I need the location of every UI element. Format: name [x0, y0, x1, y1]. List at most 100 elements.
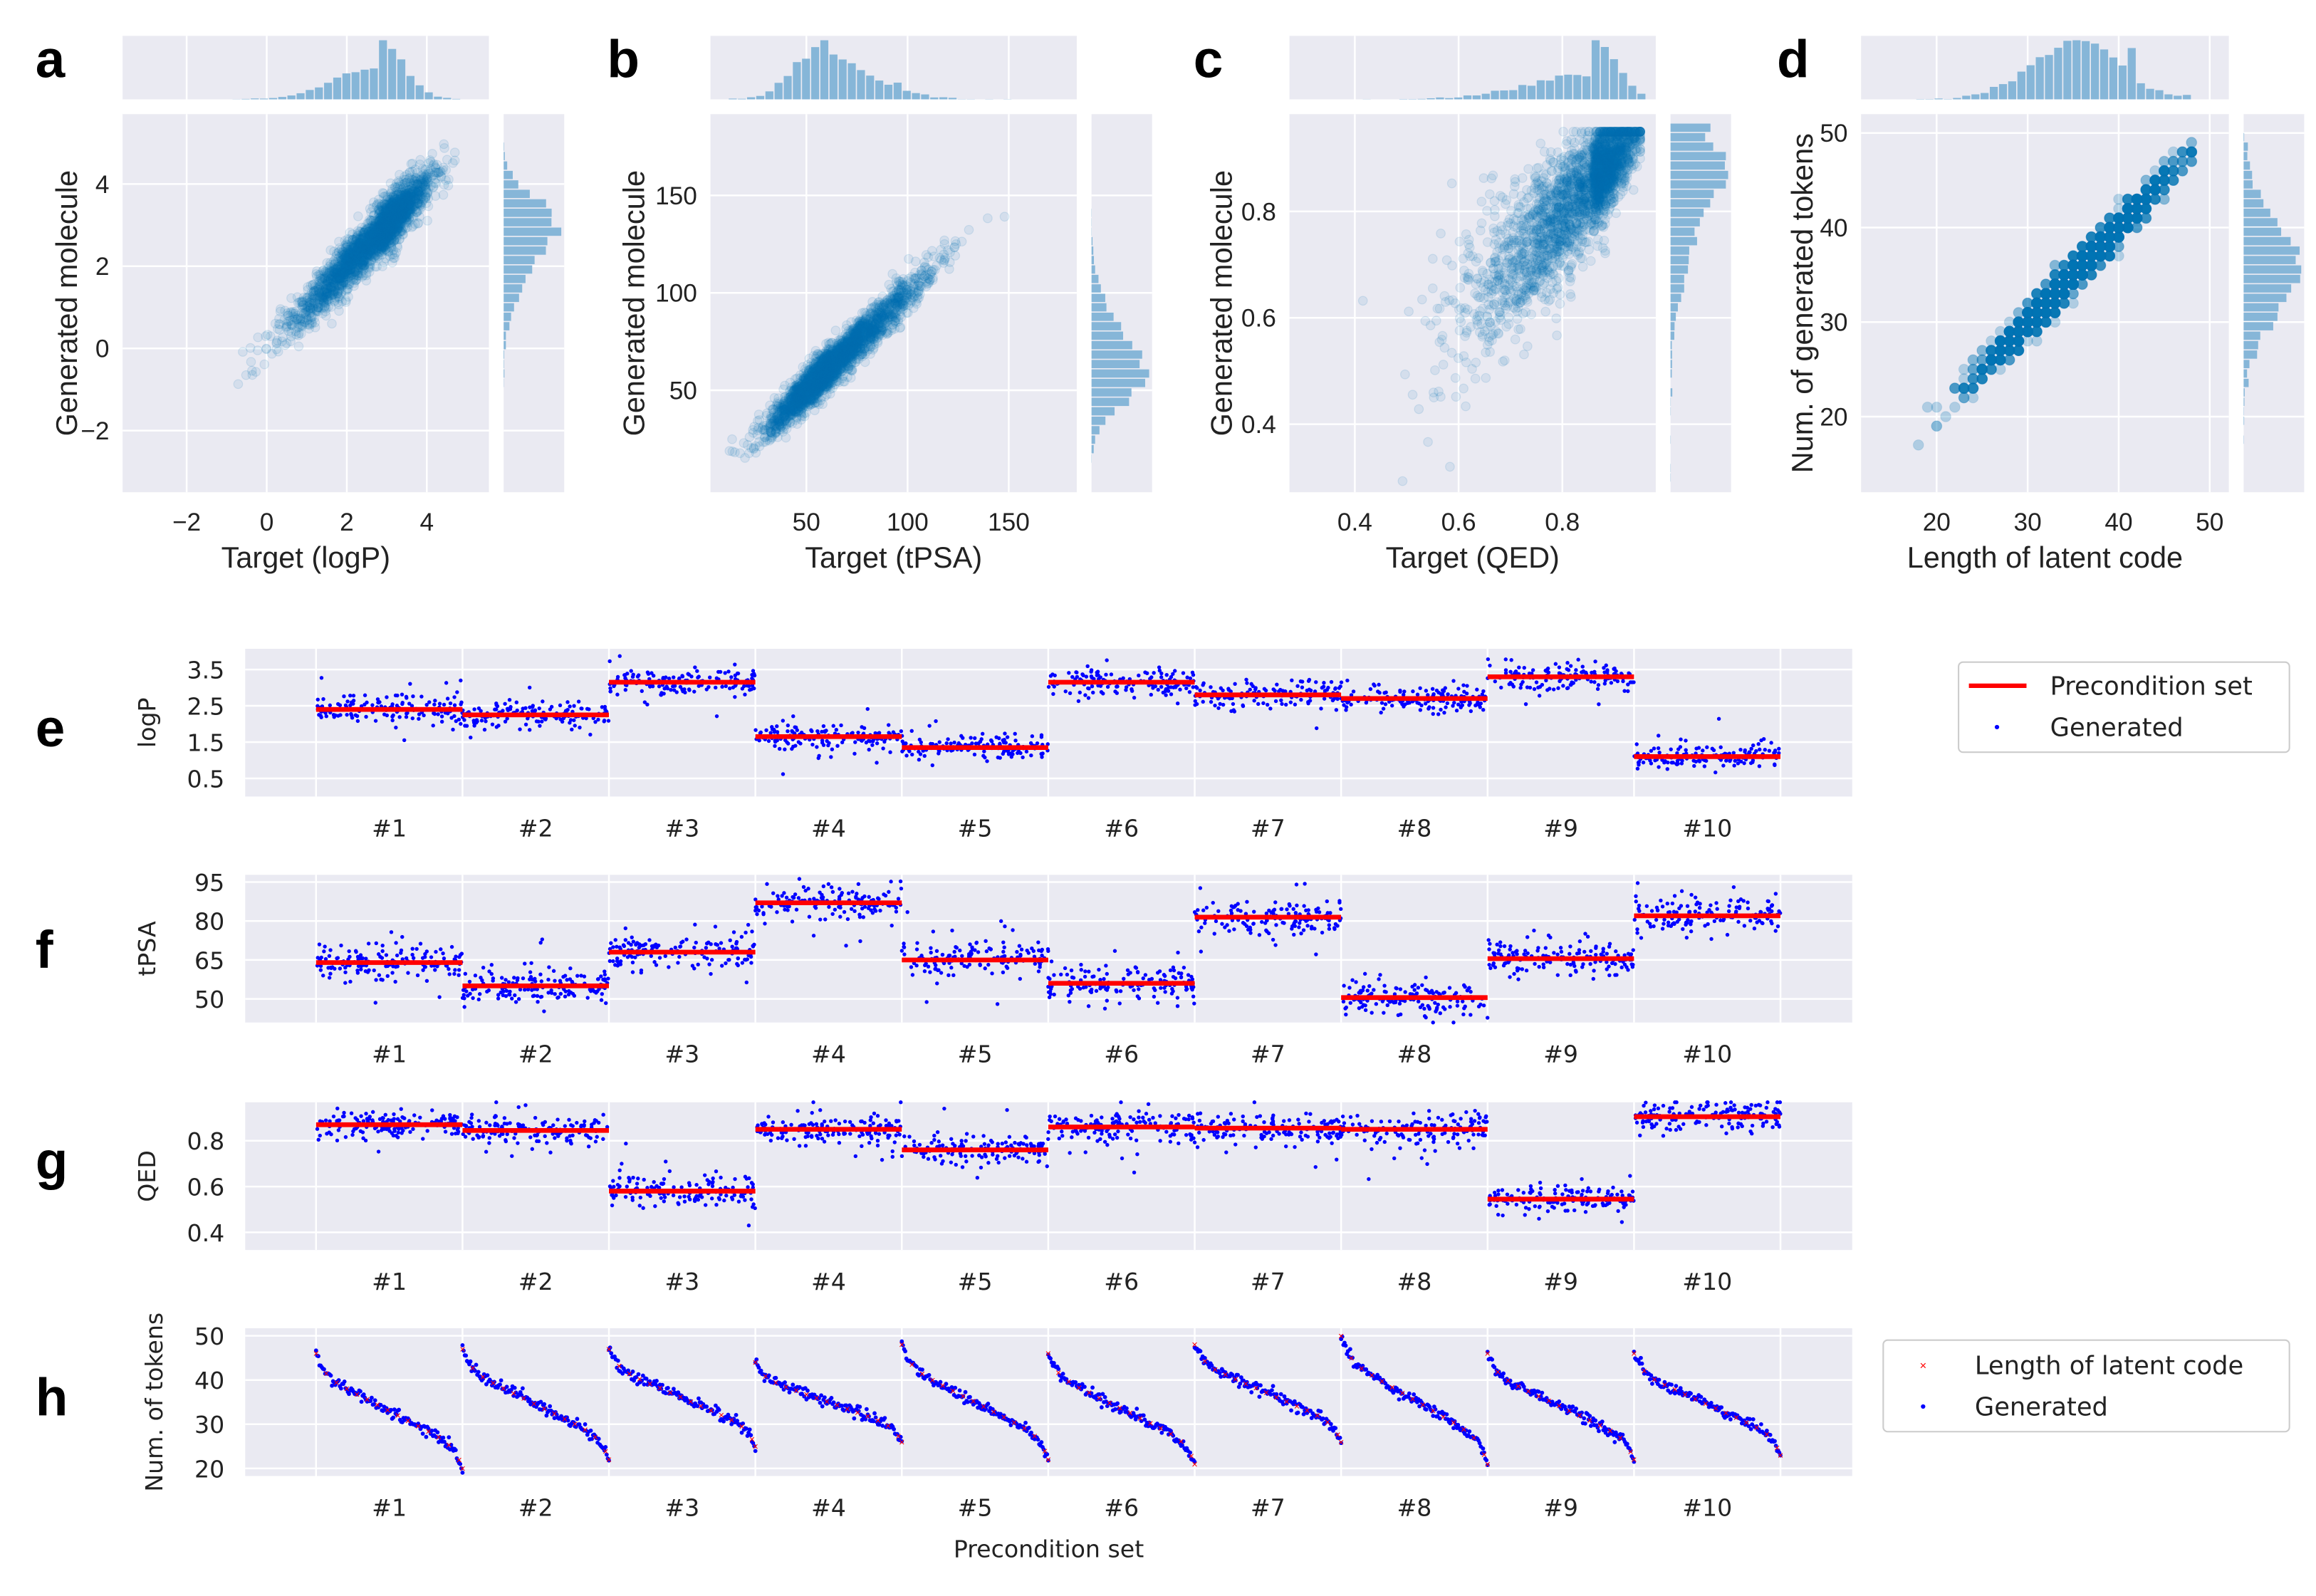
- data-point: [350, 250, 360, 261]
- data-point: [944, 257, 955, 268]
- data-point: [398, 204, 409, 215]
- data-point: [319, 302, 330, 313]
- data-point: [395, 199, 405, 210]
- data-point: [395, 206, 405, 217]
- data-point: [339, 269, 349, 280]
- data-point: [921, 250, 932, 260]
- data-point: [411, 207, 422, 217]
- data-point: [297, 308, 307, 318]
- data-point: [742, 439, 753, 450]
- data-point: [341, 239, 351, 249]
- data-point: [387, 221, 397, 231]
- data-point: [325, 283, 336, 294]
- data-point: [390, 226, 401, 236]
- data-point: [325, 281, 335, 292]
- data-point: [421, 174, 432, 184]
- data-point: [449, 147, 460, 157]
- data-point: [261, 343, 271, 354]
- data-point: [358, 257, 368, 268]
- data-point: [336, 244, 347, 255]
- data-point: [325, 259, 336, 270]
- data-point: [339, 271, 350, 282]
- data-point: [964, 224, 974, 235]
- data-point: [355, 248, 365, 259]
- data-point: [415, 186, 426, 197]
- data-point: [375, 216, 385, 226]
- data-point: [379, 218, 390, 229]
- data-point: [323, 288, 334, 298]
- data-point: [394, 220, 405, 231]
- data-point: [353, 270, 363, 281]
- data-point: [375, 215, 385, 226]
- data-point: [370, 239, 380, 249]
- data-point: [419, 169, 429, 179]
- data-point: [378, 189, 389, 199]
- data-point: [366, 207, 376, 217]
- data-point: [363, 256, 374, 267]
- histogram-bar: [504, 246, 546, 255]
- data-point: [377, 214, 387, 224]
- data-point: [395, 179, 406, 189]
- data-point: [354, 249, 364, 259]
- histogram-bar: [260, 98, 268, 100]
- data-point: [233, 379, 244, 390]
- data-point: [313, 299, 323, 309]
- data-point: [334, 306, 344, 316]
- data-point: [313, 302, 324, 313]
- data-point: [365, 228, 375, 239]
- histogram-bar: [504, 161, 508, 170]
- data-point: [371, 227, 382, 238]
- data-point: [362, 218, 372, 229]
- data-point: [365, 242, 375, 253]
- histogram-bar: [360, 69, 369, 100]
- data-point: [378, 220, 389, 231]
- data-point: [308, 288, 318, 298]
- data-point: [353, 239, 363, 249]
- data-point: [379, 217, 389, 226]
- data-point: [335, 261, 345, 271]
- data-point: [311, 271, 322, 282]
- data-point: [365, 244, 376, 254]
- data-point: [370, 225, 381, 236]
- data-point: [361, 249, 372, 259]
- histogram-bar: [388, 48, 397, 100]
- data-point: [343, 244, 353, 255]
- data-point: [388, 197, 399, 208]
- data-point: [318, 297, 329, 308]
- data-point: [353, 211, 363, 221]
- data-point: [328, 286, 338, 297]
- y-axis-label: Generated molecule: [50, 170, 83, 436]
- data-point: [395, 202, 405, 213]
- histogram-bar: [379, 40, 387, 100]
- data-point: [303, 282, 313, 292]
- data-point: [387, 207, 398, 217]
- data-point: [401, 195, 411, 206]
- top-histogram-area: [122, 36, 489, 100]
- data-point: [361, 250, 371, 261]
- y-tick-label: 150: [655, 182, 697, 210]
- histogram-bar: [324, 83, 333, 100]
- histogram-bar: [504, 256, 535, 264]
- data-point: [407, 195, 417, 205]
- data-point: [292, 323, 303, 333]
- data-point: [398, 193, 408, 203]
- data-point: [727, 434, 737, 444]
- data-point: [373, 205, 384, 215]
- data-point: [409, 186, 419, 196]
- data-point: [397, 204, 408, 215]
- histogram-bar: [504, 218, 552, 226]
- data-point: [282, 321, 292, 331]
- histogram-bar: [504, 236, 548, 246]
- data-point: [740, 453, 750, 463]
- histogram-bar: [504, 322, 510, 330]
- data-point: [271, 344, 281, 355]
- histogram-bar: [452, 98, 461, 100]
- histogram-bar: [241, 98, 250, 100]
- data-point: [377, 243, 388, 254]
- data-point: [282, 308, 293, 318]
- data-point: [377, 229, 388, 239]
- histogram-bar: [504, 331, 506, 340]
- data-point: [340, 297, 351, 308]
- histogram-bar: [504, 293, 519, 303]
- data-point: [346, 270, 357, 280]
